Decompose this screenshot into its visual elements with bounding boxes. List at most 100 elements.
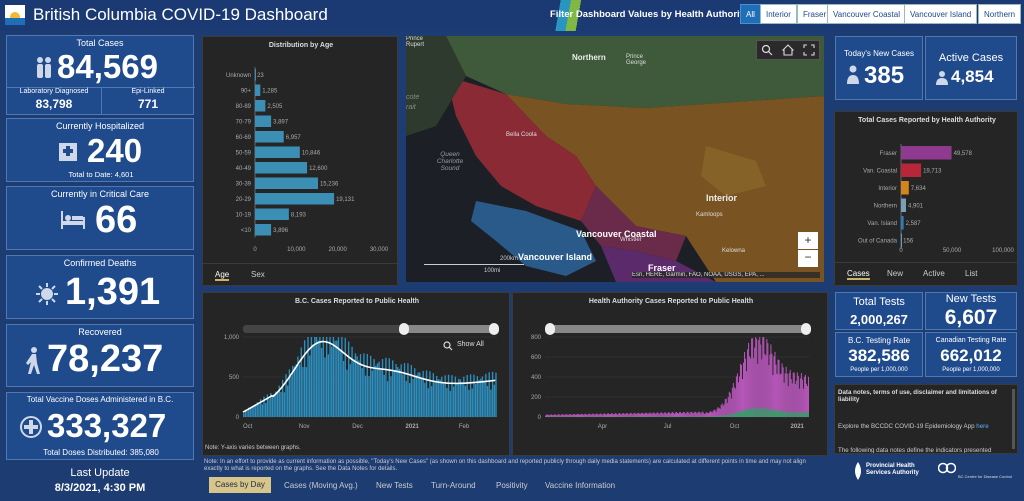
bc-slider-handle-right[interactable] xyxy=(489,323,499,335)
filter-fraser-button[interactable]: Fraser xyxy=(797,4,833,24)
filter-northern-button[interactable]: Northern xyxy=(978,4,1022,24)
bc-cases-title: B.C. Cases Reported to Public Health xyxy=(294,298,420,305)
bc-daily-bar xyxy=(468,389,470,417)
data-notes-panel[interactable]: Data notes, terms of use, disclaimer and… xyxy=(834,384,1018,454)
tab-positivity[interactable]: Positivity xyxy=(496,481,528,490)
bc-daily-bar xyxy=(300,347,302,417)
ha-cases-fraser-bar xyxy=(750,358,752,417)
age-bar xyxy=(255,115,272,127)
bc-daily-bar xyxy=(444,375,446,417)
ha-cases-other-bar xyxy=(719,416,721,417)
ha-cases-fraser-bar xyxy=(667,412,669,417)
ha-cases-other-bar xyxy=(807,412,809,417)
ha-cases-fraser-bar xyxy=(716,408,718,417)
ha-cases-fraser-bar xyxy=(628,414,630,417)
ha-cases-fraser-bar xyxy=(617,414,619,417)
ha-cases-other-bar xyxy=(705,416,707,417)
bc-daily-bar xyxy=(354,353,357,417)
zoom-out-button[interactable]: − xyxy=(798,250,818,267)
bc-logo-icon xyxy=(5,5,25,25)
bc-daily-bar xyxy=(347,341,350,417)
filter-all-button[interactable]: All xyxy=(740,4,761,24)
bc-daily-bar xyxy=(491,371,494,417)
age-category-label: 60-69 xyxy=(236,135,252,141)
zoom-search-icon[interactable] xyxy=(443,341,453,351)
filter-vancouver-island-button[interactable]: Vancouver Island xyxy=(904,4,978,24)
ha-cases-fraser-bar xyxy=(693,413,695,417)
fullscreen-icon[interactable] xyxy=(803,44,815,56)
tab-turn-around[interactable]: Turn-Around xyxy=(431,481,476,490)
bc-daily-bar xyxy=(386,381,389,417)
ha-cases-fraser-bar xyxy=(651,413,653,417)
ha-cases-fraser-bar xyxy=(571,415,573,417)
ha-cases-other-bar xyxy=(739,410,741,417)
ha-cases-fraser-bar xyxy=(775,364,777,417)
tab-cases[interactable]: Cases xyxy=(847,269,870,280)
ha-cases-fraser-bar xyxy=(646,413,648,417)
tab-age[interactable]: Age xyxy=(215,270,230,281)
tab-list[interactable]: List xyxy=(965,269,978,278)
bc-daily-bar xyxy=(402,374,404,417)
bc-daily-bar xyxy=(317,340,319,417)
active-cases-value: 4,854 xyxy=(951,67,994,86)
canadian-testing-rate-value: 662,012 xyxy=(940,346,1002,365)
bc-daily-bar xyxy=(324,357,326,417)
ha-cases-x-tick: Apr xyxy=(598,424,607,430)
ha-value-label: 7,634 xyxy=(911,186,927,192)
ha-cases-fraser-bar xyxy=(575,415,577,417)
tab-cases-by-day[interactable]: Cases by Day xyxy=(209,477,271,493)
map-label-prince-george: Prince George xyxy=(626,54,647,66)
age-value-label: 19,131 xyxy=(336,197,355,203)
age-bar xyxy=(255,146,300,158)
ha-cases-fraser-bar xyxy=(576,414,578,417)
ha-cases-fraser-bar xyxy=(738,376,740,417)
ha-cases-fraser-bar xyxy=(803,376,805,417)
ha-slider-handle-right[interactable] xyxy=(801,323,811,335)
filter-vancouver-coastal-button[interactable]: Vancouver Coastal xyxy=(827,4,906,24)
ha-cases-fraser-bar xyxy=(613,414,615,417)
ha-cases-fraser-bar xyxy=(697,412,699,417)
bc-daily-bar xyxy=(341,337,343,417)
tab-active[interactable]: Active xyxy=(923,269,945,278)
total-cases-card: Total Cases 84,569 Laboratory Diagnosed … xyxy=(6,35,195,115)
tab-new[interactable]: New xyxy=(887,269,904,278)
scale-100mi: 100mi xyxy=(484,268,501,274)
ha-cases-other-bar xyxy=(752,407,754,417)
search-icon[interactable] xyxy=(761,44,773,56)
bc-daily-bar xyxy=(429,371,431,417)
bc-daily-bar xyxy=(427,388,429,417)
bc-y-tick: 500 xyxy=(229,375,240,381)
ha-cases-other-bar xyxy=(768,410,770,417)
ha-time-slider[interactable] xyxy=(549,325,811,333)
home-icon[interactable] xyxy=(782,44,794,56)
tab-sex[interactable]: Sex xyxy=(251,270,265,279)
ha-cases-y-tick: 600 xyxy=(531,355,542,361)
age-value-label: 12,600 xyxy=(309,166,328,172)
ha-cases-fraser-bar xyxy=(762,337,764,417)
ha-chart: Fraser 49,578 Van. Coastal 19,713 Interior 7,… xyxy=(858,144,1015,254)
bc-daily-bar xyxy=(327,354,330,417)
tab-cases-moving-avg[interactable]: Cases (Moving Avg.) xyxy=(284,481,358,490)
filter-interior-button[interactable]: Interior xyxy=(760,4,797,24)
ha-cases-other-bar xyxy=(794,413,796,417)
ha-cases-y-tick: 400 xyxy=(531,375,542,381)
bc-daily-bar xyxy=(415,375,418,417)
tab-new-tests[interactable]: New Tests xyxy=(376,481,413,490)
show-all-button[interactable]: Show All xyxy=(457,341,484,348)
ha-cases-other-bar xyxy=(699,416,701,417)
bc-slider-handle-left[interactable] xyxy=(399,323,409,335)
age-bar xyxy=(255,100,266,112)
ha-cases-fraser-bar xyxy=(743,362,745,417)
ha-cases-fraser-bar xyxy=(679,412,681,417)
ha-cases-fraser-bar xyxy=(744,352,746,417)
age-x-tick: 30,000 xyxy=(370,247,389,253)
notes-scrollbar[interactable] xyxy=(1012,389,1015,449)
ha-cases-other-bar xyxy=(783,412,785,417)
epidemiology-app-link[interactable]: here xyxy=(976,423,989,430)
zoom-in-button[interactable]: + xyxy=(798,232,818,249)
map-view[interactable]: Prince Rupert Northern Prince George cot… xyxy=(406,36,824,282)
ha-cases-other-bar xyxy=(756,407,758,417)
tab-vaccine-information[interactable]: Vaccine Information xyxy=(545,481,616,490)
ha-slider-handle-left[interactable] xyxy=(545,323,555,335)
ha-cases-other-bar xyxy=(757,410,759,417)
